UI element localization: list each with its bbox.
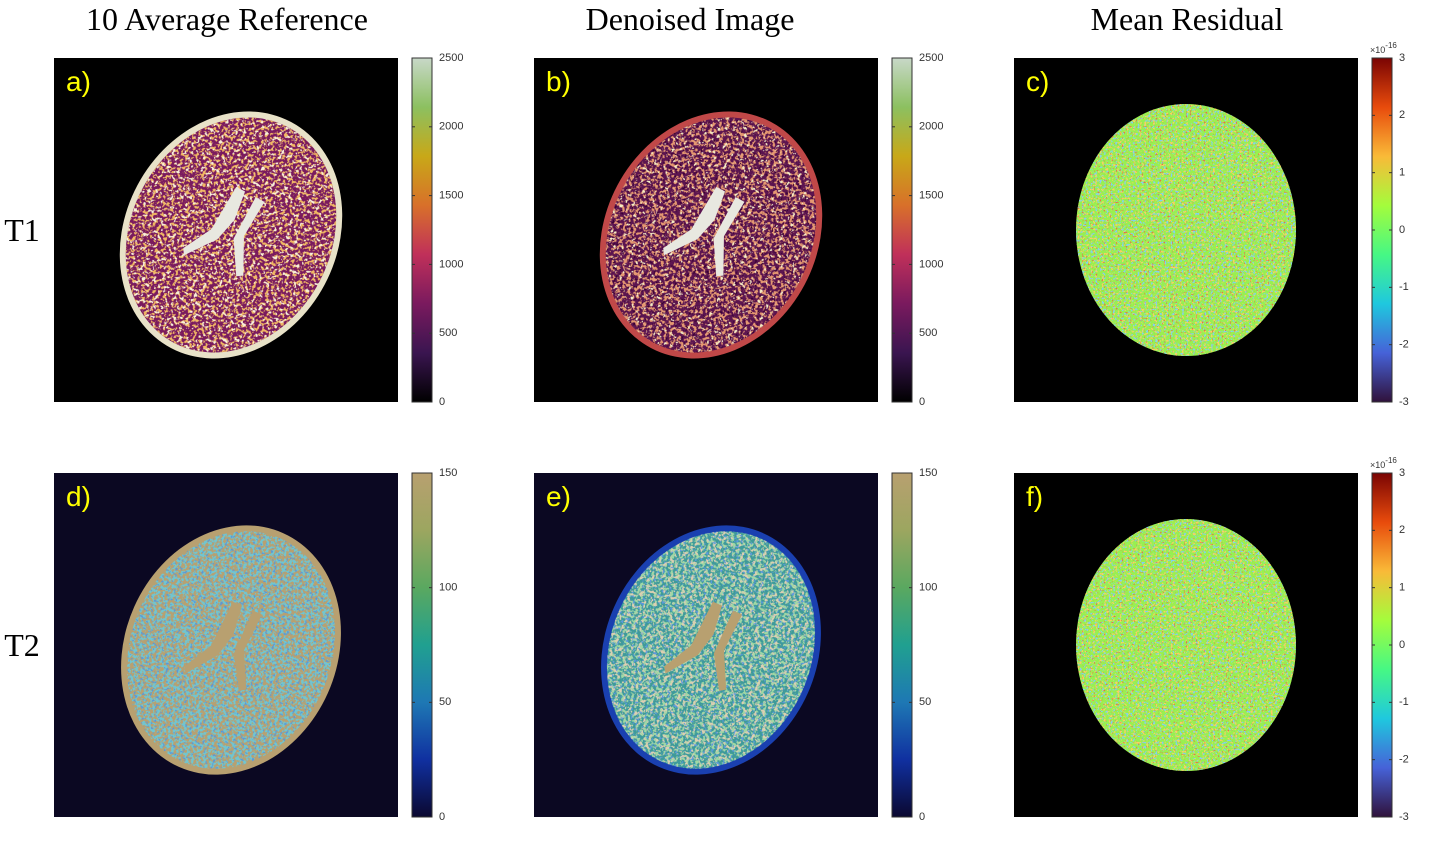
panel-label: d) bbox=[66, 481, 91, 512]
colorbar-fill bbox=[411, 472, 433, 818]
colorbar-multiplier: ×10-16 bbox=[1370, 456, 1397, 470]
multiplier-base: ×10 bbox=[1370, 45, 1385, 55]
colorbar-tick-label: 1000 bbox=[919, 258, 943, 270]
tissue-texture bbox=[1076, 519, 1296, 771]
colorbar: 0 500 1000 1500 2000 2500 bbox=[411, 52, 463, 408]
ventricles bbox=[664, 601, 743, 691]
colorbar-tick-label: 2 bbox=[1399, 109, 1405, 121]
colorbar-tick-label: 0 bbox=[919, 396, 925, 408]
row-label: T1 bbox=[4, 212, 40, 248]
tissue-texture bbox=[127, 531, 335, 769]
brain-image bbox=[1076, 104, 1296, 356]
panel-label: a) bbox=[66, 66, 91, 97]
row-label: T2 bbox=[4, 627, 40, 663]
colorbar-fill bbox=[411, 57, 433, 403]
colorbar: 0 50 100 150 bbox=[411, 467, 457, 823]
brain-image bbox=[1076, 519, 1296, 771]
colorbar-tick-label: 100 bbox=[439, 582, 457, 594]
colorbar-tick-label: 2000 bbox=[439, 121, 463, 133]
colorbar: 0 50 100 150 bbox=[891, 467, 937, 823]
multiplier-base: ×10 bbox=[1370, 460, 1385, 470]
panel: e) 0 50 100 150 bbox=[534, 467, 937, 823]
colorbar-tick-label: 100 bbox=[919, 582, 937, 594]
ventricles bbox=[183, 186, 265, 277]
colorbar-tick-label: 150 bbox=[919, 467, 937, 479]
colorbar-tick-label: -1 bbox=[1399, 281, 1409, 293]
ventricles bbox=[663, 186, 745, 277]
brain-image bbox=[121, 525, 341, 775]
colorbar-fill bbox=[891, 472, 913, 818]
colorbar-tick-label: 1500 bbox=[439, 190, 463, 202]
colorbar-tick-label: 0 bbox=[1399, 224, 1405, 236]
colorbar-tick-label: -2 bbox=[1399, 339, 1409, 351]
colorbar-tick-label: -3 bbox=[1399, 396, 1409, 408]
colorbar-tick-label: -3 bbox=[1399, 811, 1409, 823]
brain-image bbox=[601, 525, 821, 775]
column-title: 10 Average Reference bbox=[86, 1, 368, 37]
colorbar-tick-label: 2 bbox=[1399, 524, 1405, 536]
multiplier-exponent: -16 bbox=[1385, 41, 1397, 50]
panel: d) 0 50 100 150 bbox=[54, 467, 457, 823]
panel: a) 0 500 1000 1500 2000 2500 bbox=[54, 52, 463, 408]
colorbar-tick-label: 500 bbox=[919, 327, 937, 339]
colorbar-tick-label: 3 bbox=[1399, 52, 1405, 64]
panel-label: f) bbox=[1026, 481, 1043, 512]
colorbar-tick-label: 1 bbox=[1399, 582, 1405, 594]
colorbar-tick-label: 50 bbox=[439, 696, 451, 708]
colorbar-tick-label: 500 bbox=[439, 327, 457, 339]
multiplier-exponent: -16 bbox=[1385, 456, 1397, 465]
colorbar-tick-label: -2 bbox=[1399, 754, 1409, 766]
tissue-texture bbox=[607, 531, 815, 769]
colorbar-tick-label: 1000 bbox=[439, 258, 463, 270]
colorbar-tick-label: 2000 bbox=[919, 121, 943, 133]
tissue-texture bbox=[1076, 104, 1296, 356]
colorbar-tick-label: 150 bbox=[439, 467, 457, 479]
tissue-texture bbox=[605, 117, 817, 353]
colorbar-tick-label: 1 bbox=[1399, 167, 1405, 179]
column-title: Mean Residual bbox=[1091, 1, 1284, 37]
panel-label: b) bbox=[546, 66, 571, 97]
colorbar: 0 500 1000 1500 2000 2500 bbox=[891, 52, 943, 408]
colorbar-tick-label: 0 bbox=[1399, 639, 1405, 651]
colorbar-multiplier: ×10-16 bbox=[1370, 41, 1397, 55]
colorbar-tick-label: 0 bbox=[439, 396, 445, 408]
brain-image bbox=[599, 111, 823, 359]
colorbar-tick-label: 3 bbox=[1399, 467, 1405, 479]
column-title: Denoised Image bbox=[586, 1, 795, 37]
brain-image bbox=[119, 111, 343, 359]
colorbar-tick-label: 1500 bbox=[919, 190, 943, 202]
panel-label: e) bbox=[546, 481, 571, 512]
panel: b) 0 500 1000 1500 2000 2500 bbox=[534, 52, 943, 408]
colorbar-tick-label: 2500 bbox=[439, 52, 463, 64]
colorbar-tick-label: 0 bbox=[439, 811, 445, 823]
colorbar-tick-label: -1 bbox=[1399, 696, 1409, 708]
panel-label: c) bbox=[1026, 66, 1049, 97]
colorbar-tick-label: 0 bbox=[919, 811, 925, 823]
colorbar-fill bbox=[891, 57, 913, 403]
ventricles bbox=[184, 601, 263, 691]
colorbar-tick-label: 50 bbox=[919, 696, 931, 708]
colorbar-tick-label: 2500 bbox=[919, 52, 943, 64]
tissue-texture bbox=[125, 117, 337, 353]
